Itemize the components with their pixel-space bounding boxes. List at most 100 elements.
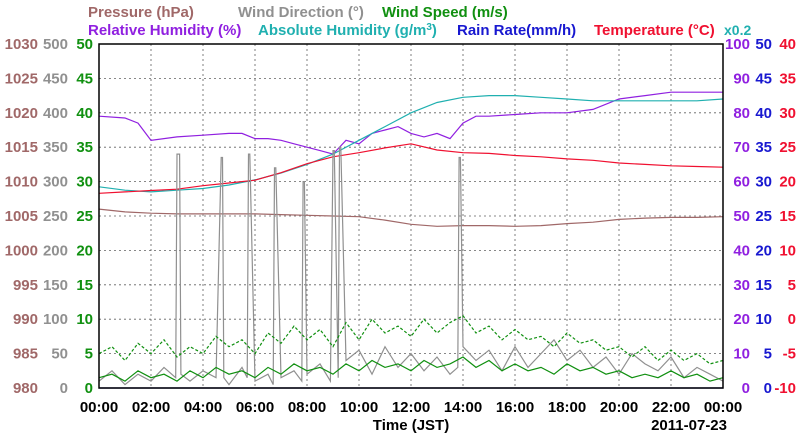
y-tick-label-rain-rate: 50 <box>755 36 772 53</box>
y-tick-label-temperature: 0 <box>788 311 796 328</box>
legend-wind-speed: Wind Speed (m/s) <box>382 4 508 21</box>
y-tick-label-wind-direction: 450 <box>43 70 68 87</box>
x-tick-label: 12:00 <box>392 399 430 416</box>
y-tick-label-humidity: 70 <box>733 139 750 156</box>
y-tick-label-rain-rate: 35 <box>755 139 772 156</box>
y-tick-label-wind-speed: 50 <box>76 36 93 53</box>
y-tick-label-humidity: 20 <box>733 311 750 328</box>
y-tick-label-wind-direction: 350 <box>43 139 68 156</box>
x-tick-label: 02:00 <box>132 399 170 416</box>
series-line-temperature-c <box>98 143 724 194</box>
y-tick-label-wind-direction: 0 <box>60 380 68 397</box>
legend-wind-direction: Wind Direction (°) <box>238 4 364 21</box>
legend-rain-rate: Rain Rate(mm/h) <box>457 22 576 39</box>
x-tick-label: 22:00 <box>652 399 690 416</box>
x-tick-label: 00:00 <box>704 399 742 416</box>
y-tick-label-wind-speed: 0 <box>85 380 93 397</box>
y-tick-label-wind-direction: 500 <box>43 36 68 53</box>
y-tick-label-rain-rate: 25 <box>755 208 772 225</box>
legend-pressure: Pressure (hPa) <box>88 4 194 21</box>
y-tick-label-pressure: 1030 <box>5 36 38 53</box>
y-tick-label-pressure: 990 <box>13 311 38 328</box>
series-line-wind-direction <box>98 146 724 386</box>
x-tick-label: 14:00 <box>444 399 482 416</box>
y-tick-label-temperature: -5 <box>783 346 796 363</box>
y-tick-label-pressure: 1000 <box>5 242 38 259</box>
y-tick-label-wind-direction: 50 <box>51 346 68 363</box>
y-tick-label-wind-speed: 25 <box>76 208 93 225</box>
y-tick-label-temperature: 20 <box>779 174 796 191</box>
y-tick-label-pressure: 1010 <box>5 174 38 191</box>
y-tick-label-humidity: 60 <box>733 174 750 191</box>
y-tick-label-rain-rate: 5 <box>764 346 772 363</box>
y-tick-label-pressure: 1015 <box>5 139 38 156</box>
y-tick-label-wind-speed: 35 <box>76 139 93 156</box>
y-tick-label-temperature: 15 <box>779 208 796 225</box>
y-tick-label-rain-rate: 10 <box>755 311 772 328</box>
tick-labels: 00:00 02:00 04:00 06:00 08:00 10:00 12:00 14:00… <box>5 36 796 416</box>
y-tick-label-pressure: 985 <box>13 346 38 363</box>
x-tick-label: 16:00 <box>496 399 534 416</box>
y-tick-label-humidity: 50 <box>733 208 750 225</box>
y-tick-label-temperature: 10 <box>779 242 796 259</box>
y-tick-label-rain-rate: 0 <box>764 380 772 397</box>
y-tick-label-wind-direction: 100 <box>43 311 68 328</box>
x-tick-label: 00:00 <box>80 399 118 416</box>
x-tick-label: 04:00 <box>184 399 222 416</box>
y-tick-label-humidity: 30 <box>733 277 750 294</box>
y-tick-label-humidity: 80 <box>733 105 750 122</box>
y-tick-label-humidity: 90 <box>733 70 750 87</box>
y-tick-label-temperature: 35 <box>779 70 796 87</box>
y-tick-label-wind-direction: 250 <box>43 208 68 225</box>
y-tick-label-wind-direction: 400 <box>43 105 68 122</box>
legend-temperature: Temperature (°C) <box>594 22 715 39</box>
y-tick-label-temperature: 25 <box>779 139 796 156</box>
series-line-wind-speed-m-s <box>98 356 724 382</box>
y-tick-label-humidity: 40 <box>733 242 750 259</box>
y-tick-label-wind-direction: 150 <box>43 277 68 294</box>
x-tick-label: 20:00 <box>600 399 638 416</box>
y-tick-label-rain-rate: 40 <box>755 105 772 122</box>
x-tick-label: 08:00 <box>288 399 326 416</box>
y-tick-label-rain-rate: 30 <box>755 174 772 191</box>
x-tick-label: 18:00 <box>548 399 586 416</box>
series-line-relative-humidity <box>98 91 723 155</box>
y-tick-label-pressure: 995 <box>13 277 38 294</box>
y-tick-label-rain-rate: 45 <box>755 70 772 87</box>
y-tick-label-pressure: 1025 <box>5 70 38 87</box>
x-tick-label: 06:00 <box>236 399 274 416</box>
x-axis-label: Time (JST) <box>373 417 449 434</box>
scale-note: x0.2 <box>724 22 751 38</box>
y-tick-label-wind-speed: 45 <box>76 70 93 87</box>
y-tick-label-pressure: 1020 <box>5 105 38 122</box>
legend-relative-humidity: Relative Humidity (%) <box>88 22 241 39</box>
y-tick-label-pressure: 1005 <box>5 208 38 225</box>
x-tick-label: 10:00 <box>340 399 378 416</box>
y-tick-label-wind-speed: 20 <box>76 242 93 259</box>
y-tick-label-rain-rate: 20 <box>755 242 772 259</box>
series-line-wind-speed-gust-m-s <box>98 315 724 365</box>
y-tick-label-temperature: 30 <box>779 105 796 122</box>
y-tick-label-wind-speed: 5 <box>85 346 93 363</box>
date-label: 2011-07-23 <box>651 417 727 434</box>
grid <box>99 44 723 388</box>
series-line-absolute-humidity-g-m <box>98 94 724 193</box>
y-tick-label-wind-speed: 40 <box>76 105 93 122</box>
y-tick-label-wind-speed: 10 <box>76 311 93 328</box>
plot-frame <box>98 43 724 389</box>
series-line-pressure-hpa <box>98 208 724 227</box>
y-tick-label-humidity: 0 <box>742 380 750 397</box>
y-tick-label-wind-speed: 15 <box>76 277 93 294</box>
y-tick-label-wind-direction: 300 <box>43 174 68 191</box>
y-tick-label-wind-speed: 30 <box>76 174 93 191</box>
y-tick-label-temperature: -10 <box>774 380 796 397</box>
y-tick-label-wind-direction: 200 <box>43 242 68 259</box>
legend-absolute-humidity: Absolute Humidity (g/m3) <box>258 22 437 39</box>
y-tick-label-temperature: 40 <box>779 36 796 53</box>
y-tick-label-rain-rate: 15 <box>755 277 772 294</box>
y-tick-label-humidity: 100 <box>725 36 750 53</box>
y-tick-label-temperature: 5 <box>788 277 796 294</box>
y-tick-label-pressure: 980 <box>13 380 38 397</box>
